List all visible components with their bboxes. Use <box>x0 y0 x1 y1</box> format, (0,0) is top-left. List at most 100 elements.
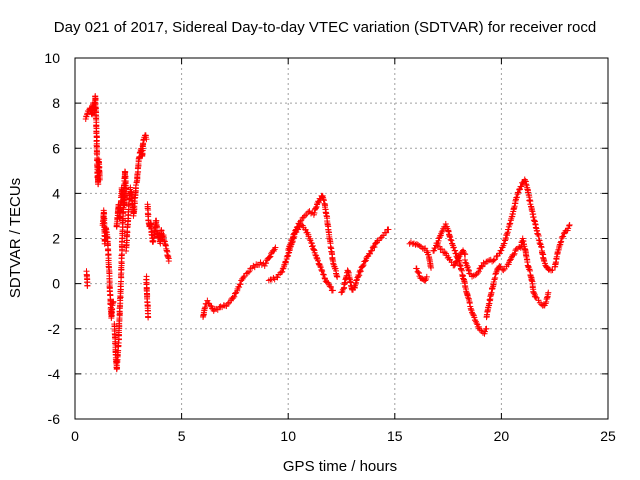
data-point <box>518 183 525 190</box>
data-point <box>240 274 247 281</box>
data-point <box>224 300 231 307</box>
data-point <box>320 271 327 278</box>
data-point <box>502 237 509 244</box>
data-point <box>565 225 572 232</box>
y-axis-title: SDTVAR / TECUs <box>7 178 24 298</box>
data-point <box>517 186 524 193</box>
y-tick-label: 2 <box>52 231 60 247</box>
data-point <box>560 233 567 240</box>
data-point <box>413 265 420 272</box>
data-point <box>448 259 455 266</box>
x-tick-label: 5 <box>178 428 186 444</box>
data-point <box>308 210 315 217</box>
data-point <box>371 244 378 251</box>
data-point <box>566 221 573 228</box>
data-point <box>466 270 473 277</box>
data-point <box>237 281 244 288</box>
data-point <box>145 314 152 321</box>
data-point <box>311 209 318 216</box>
data-point <box>438 246 445 253</box>
data-point <box>454 257 461 264</box>
x-tick-label: 25 <box>600 428 616 444</box>
data-point <box>230 295 237 302</box>
data-point <box>96 176 103 183</box>
data-point <box>300 214 307 221</box>
data-point <box>535 237 542 244</box>
data-point <box>297 218 304 225</box>
x-axis-title: GPS time / hours <box>283 458 397 475</box>
x-tick-label: 0 <box>71 428 79 444</box>
data-point <box>428 264 435 271</box>
data-point <box>150 237 157 244</box>
data-point <box>471 314 478 321</box>
data-point <box>470 311 477 318</box>
data-point <box>528 207 535 214</box>
data-point <box>291 231 298 238</box>
data-point <box>545 289 552 296</box>
data-point <box>320 271 327 278</box>
data-point <box>515 189 522 196</box>
data-point <box>317 264 324 271</box>
data-point <box>468 309 475 316</box>
data-point <box>476 327 483 334</box>
data-point <box>414 268 421 275</box>
data-point <box>282 259 289 266</box>
data-point <box>267 253 274 260</box>
data-point <box>360 262 367 269</box>
data-point <box>546 266 553 273</box>
data-point <box>453 258 460 265</box>
data-point <box>452 261 459 268</box>
data-point <box>143 136 150 143</box>
data-point <box>483 325 490 332</box>
data-point <box>244 269 251 276</box>
data-point <box>447 236 454 243</box>
x-tick-label: 20 <box>494 428 510 444</box>
data-point <box>368 247 375 254</box>
data-point <box>480 259 487 266</box>
data-point <box>329 287 336 294</box>
data-point <box>458 266 465 273</box>
data-point <box>357 268 364 275</box>
data-point <box>472 318 479 325</box>
data-point <box>202 304 209 311</box>
y-tick-label: 0 <box>52 276 60 292</box>
grid-lines <box>75 58 608 419</box>
data-point <box>549 267 556 274</box>
data-point <box>292 227 299 234</box>
data-point <box>536 240 543 247</box>
data-point <box>353 277 360 284</box>
data-point <box>464 263 471 270</box>
x-tick-labels: 0 5 10 15 20 25 <box>71 428 616 444</box>
data-point <box>410 240 417 247</box>
data-points <box>82 93 573 373</box>
data-point <box>506 257 513 264</box>
data-point <box>359 263 366 270</box>
data-point <box>498 247 505 254</box>
data-point <box>500 267 507 274</box>
data-point <box>272 244 279 251</box>
data-point <box>366 250 373 257</box>
data-point <box>315 199 322 206</box>
data-point <box>314 257 321 264</box>
data-point <box>415 270 422 277</box>
data-point <box>522 177 529 184</box>
data-point <box>231 293 238 300</box>
data-point <box>204 297 211 304</box>
data-point <box>122 190 129 197</box>
data-point <box>490 278 497 285</box>
data-point <box>263 260 270 267</box>
data-point <box>320 197 327 204</box>
data-point <box>461 250 468 257</box>
data-point <box>385 226 392 233</box>
data-point <box>538 244 545 251</box>
data-point <box>491 276 498 283</box>
data-point <box>327 283 334 290</box>
data-point <box>523 181 530 188</box>
data-point <box>479 263 486 270</box>
data-point <box>270 274 277 281</box>
y-tick-label: 10 <box>44 50 60 66</box>
data-point <box>416 242 423 249</box>
data-point <box>501 240 508 247</box>
data-point <box>362 258 369 265</box>
data-point <box>261 262 268 269</box>
